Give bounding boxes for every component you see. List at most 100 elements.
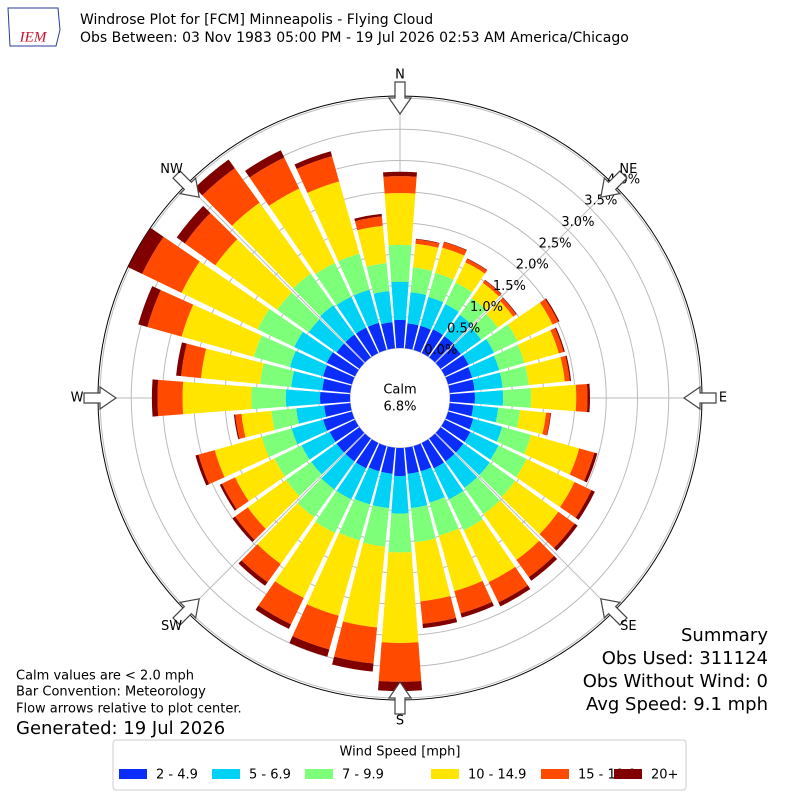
bar-segment [569,448,595,482]
r-tick-label: 2.5% [539,236,572,251]
bar-segment [368,443,387,472]
bar-segment [391,475,409,514]
bar-segment [202,168,260,226]
bar-segment [315,262,352,306]
r-tick-label: 0.0% [424,343,457,358]
bar-segment [285,461,322,497]
summary-line: Obs Used: 311124 [602,648,768,669]
bar-segment [441,419,471,443]
polar-plot: Calm 6.8% 0.0% 0.5% 1.0% 1.5% 2.0% 2.5% 3.0% 3.5%… [71,68,728,729]
bar-segment [501,480,559,535]
note: Bar Convention: Meteorology [16,685,206,700]
bar-segment [455,262,485,293]
compass-arrow [682,385,717,411]
bar-segment [498,585,531,607]
bar-segment [516,458,575,508]
bar-segment [453,328,482,355]
legend-label: 20+ [651,768,678,783]
bar-segment [413,325,431,353]
bar-segment [261,428,298,458]
bar-segment [322,365,355,385]
legend-swatch [305,769,333,779]
bar-segment [525,357,565,386]
bar-segment [524,434,580,475]
bar-segment [554,327,565,352]
bar-segment [257,503,315,564]
bar-segment [413,443,432,472]
bar-segment [332,656,374,672]
bar-segment [445,453,478,488]
bar-segment [539,299,559,325]
bar-segment [200,348,264,385]
compass-label: SW [161,619,182,634]
r-tick-label: 1.0% [470,300,503,315]
bar-segment [294,151,333,170]
bar-segment [394,447,406,477]
bar-segment [151,379,159,417]
compass-label: E [719,391,727,406]
bar-segment [455,443,490,476]
bar-segment [176,205,211,244]
bar-segment [495,407,521,428]
bar-segment [435,427,464,453]
bar-segment [465,258,487,274]
bar-segment [215,239,292,310]
bar-segment [462,339,495,365]
bar-segment [366,263,390,294]
bar-segment [472,372,503,391]
bar-segment [297,478,335,518]
bar-segment [329,419,359,443]
bar-segment [181,304,262,357]
bar-segment [338,253,370,296]
chart-title: Windrose Plot for [FCM] Minneapolis - Fl… [80,12,433,28]
bar-segment [560,355,570,382]
bar-segment [484,279,502,295]
bar-segment [367,322,387,353]
legend-swatch [614,769,642,779]
logo: IEM [7,7,61,47]
bar-segment [435,345,461,369]
bar-segment [247,480,300,529]
r-tick-label: 1.5% [493,279,526,294]
bar-segment [289,636,330,657]
note: Flow arrows relative to plot center. [16,702,242,717]
bar-segment [334,621,378,664]
bar-segment [357,225,387,267]
legend-swatch [212,769,240,779]
legend-label: 2 - 4.9 [156,768,198,783]
bar-segment [319,392,351,404]
bar-segment [583,452,598,483]
bar-segment [499,366,529,388]
bar-segment [353,289,379,327]
bar-segment [322,411,355,431]
bar-segment [516,540,555,578]
bar-segment [292,604,339,650]
summary-title: Summary [681,625,768,646]
bar-segment [448,402,474,417]
bar-segment [443,241,467,251]
bar-segment [235,413,246,439]
bar-segment [448,490,483,531]
bar-segment [285,389,321,407]
bar-segment [483,500,540,560]
bar-segment [251,386,286,410]
bar-segment [575,383,588,413]
bar-segment [388,244,412,283]
bar-segment [257,308,303,348]
r-tick-label: 3.5% [584,194,617,209]
bar-segment [463,519,516,583]
bar-segment [545,298,560,322]
bar-segment [235,507,266,540]
bar-segment [542,412,551,436]
bar-segment [308,319,345,353]
bar-segment [383,171,417,177]
r-tick-label: 0.5% [447,322,480,337]
bar-segment [550,328,564,354]
bar-segment [274,521,335,598]
spoke [186,184,365,363]
bar-segment [507,302,553,342]
bar-segment [258,581,304,625]
bar-segment [445,282,473,312]
bar-segment [194,159,235,196]
bar-segment [496,426,532,455]
